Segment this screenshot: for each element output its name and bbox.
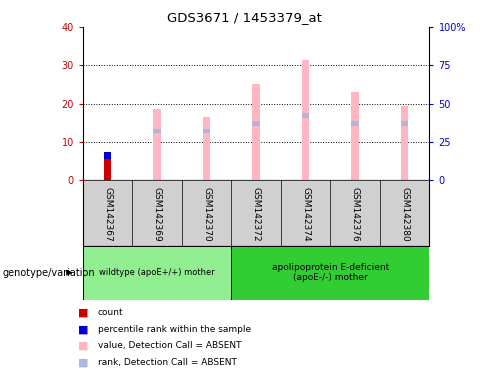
Bar — [351, 92, 359, 180]
Bar — [104, 152, 111, 159]
Text: GDS3671 / 1453379_at: GDS3671 / 1453379_at — [166, 12, 322, 25]
Text: rank, Detection Call = ABSENT: rank, Detection Call = ABSENT — [98, 358, 237, 367]
Text: genotype/variation: genotype/variation — [2, 268, 95, 278]
Bar — [154, 109, 161, 180]
Bar — [83, 246, 231, 300]
Text: apolipoprotein E-deficient
(apoE-/-) mother: apolipoprotein E-deficient (apoE-/-) mot… — [272, 263, 389, 282]
Text: GSM142380: GSM142380 — [400, 187, 409, 242]
Bar — [302, 113, 309, 118]
Text: GSM142369: GSM142369 — [153, 187, 162, 242]
Bar — [104, 159, 111, 180]
Text: ■: ■ — [78, 341, 88, 351]
Bar — [401, 121, 408, 126]
Bar — [252, 84, 260, 180]
Text: GSM142372: GSM142372 — [252, 187, 261, 242]
Bar — [203, 129, 210, 133]
Text: ■: ■ — [78, 308, 88, 318]
Bar — [154, 129, 161, 133]
Bar — [401, 106, 408, 180]
Text: percentile rank within the sample: percentile rank within the sample — [98, 325, 251, 334]
Text: count: count — [98, 308, 123, 318]
Text: ■: ■ — [78, 358, 88, 367]
Bar — [351, 121, 359, 126]
Text: GSM142370: GSM142370 — [202, 187, 211, 242]
Text: wildtype (apoE+/+) mother: wildtype (apoE+/+) mother — [100, 268, 215, 277]
Bar — [302, 60, 309, 180]
Bar — [203, 117, 210, 180]
Text: ■: ■ — [78, 324, 88, 334]
Text: GSM142376: GSM142376 — [351, 187, 360, 242]
Text: value, Detection Call = ABSENT: value, Detection Call = ABSENT — [98, 341, 241, 351]
Text: GSM142367: GSM142367 — [103, 187, 112, 242]
Bar — [231, 246, 429, 300]
Text: GSM142374: GSM142374 — [301, 187, 310, 242]
Bar — [252, 121, 260, 126]
